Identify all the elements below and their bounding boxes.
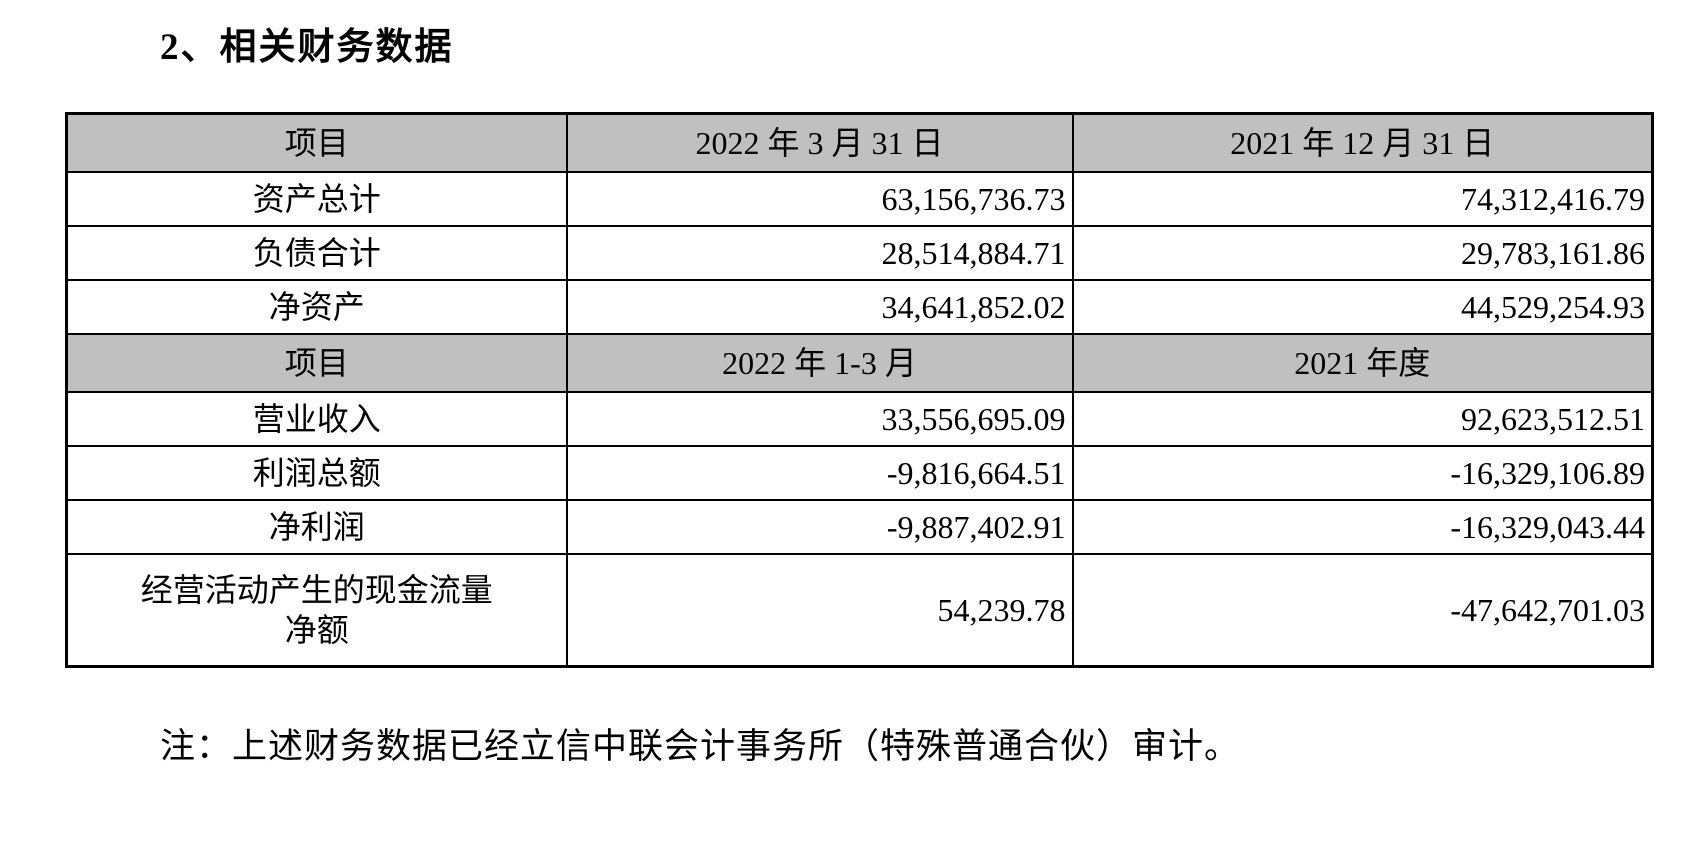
column-header-date-2: 2021 年 12 月 31 日 <box>1071 112 1654 173</box>
value-cell: 44,529,254.93 <box>1071 279 1654 335</box>
value-cell: 29,783,161.86 <box>1071 225 1654 281</box>
item-cell: 净资产 <box>65 279 568 335</box>
table-row-total-liabilities: 负债合计 28,514,884.71 29,783,161.86 <box>65 225 1654 281</box>
item-cell: 营业收入 <box>65 391 568 447</box>
value-cell: -16,329,043.44 <box>1071 499 1654 555</box>
table-row-net-profit: 净利润 -9,887,402.91 -16,329,043.44 <box>65 499 1654 555</box>
column-header-date-1: 2022 年 3 月 31 日 <box>565 112 1074 173</box>
value-cell: 74,312,416.79 <box>1071 171 1654 227</box>
value-cell: 92,623,512.51 <box>1071 391 1654 447</box>
value-cell: -9,816,664.51 <box>565 445 1074 501</box>
column-header-period-2: 2021 年度 <box>1071 333 1654 393</box>
item-cell: 经营活动产生的现金流量 净额 <box>65 553 568 668</box>
table-row-operating-cash-flow: 经营活动产生的现金流量 净额 54,239.78 -47,642,701.03 <box>65 553 1654 668</box>
item-cell: 负债合计 <box>65 225 568 281</box>
financial-data-table: 项目 2022 年 3 月 31 日 2021 年 12 月 31 日 资产总计… <box>65 112 1654 668</box>
value-cell: -16,329,106.89 <box>1071 445 1654 501</box>
value-cell: 54,239.78 <box>565 553 1074 668</box>
value-cell: 28,514,884.71 <box>565 225 1074 281</box>
audit-note: 注：上述财务数据已经立信中联会计事务所（特殊普通合伙）审计。 <box>160 727 1241 766</box>
table-row-total-profit: 利润总额 -9,816,664.51 -16,329,106.89 <box>65 445 1654 501</box>
value-cell: -47,642,701.03 <box>1071 553 1654 668</box>
balance-header-row: 项目 2022 年 3 月 31 日 2021 年 12 月 31 日 <box>65 112 1654 173</box>
value-cell: 34,641,852.02 <box>565 279 1074 335</box>
table-row-net-assets: 净资产 34,641,852.02 44,529,254.93 <box>65 279 1654 335</box>
value-cell: 33,556,695.09 <box>565 391 1074 447</box>
value-cell: 63,156,736.73 <box>565 171 1074 227</box>
item-cell: 净利润 <box>65 499 568 555</box>
table-row-operating-revenue: 营业收入 33,556,695.09 92,623,512.51 <box>65 391 1654 447</box>
item-cell: 资产总计 <box>65 171 568 227</box>
table-row-total-assets: 资产总计 63,156,736.73 74,312,416.79 <box>65 171 1654 227</box>
income-header-row: 项目 2022 年 1-3 月 2021 年度 <box>65 333 1654 393</box>
column-header-item: 项目 <box>65 112 568 173</box>
item-cell: 利润总额 <box>65 445 568 501</box>
column-header-item: 项目 <box>65 333 568 393</box>
value-cell: -9,887,402.91 <box>565 499 1074 555</box>
section-title: 2、相关财务数据 <box>160 27 454 68</box>
column-header-period-1: 2022 年 1-3 月 <box>565 333 1074 393</box>
